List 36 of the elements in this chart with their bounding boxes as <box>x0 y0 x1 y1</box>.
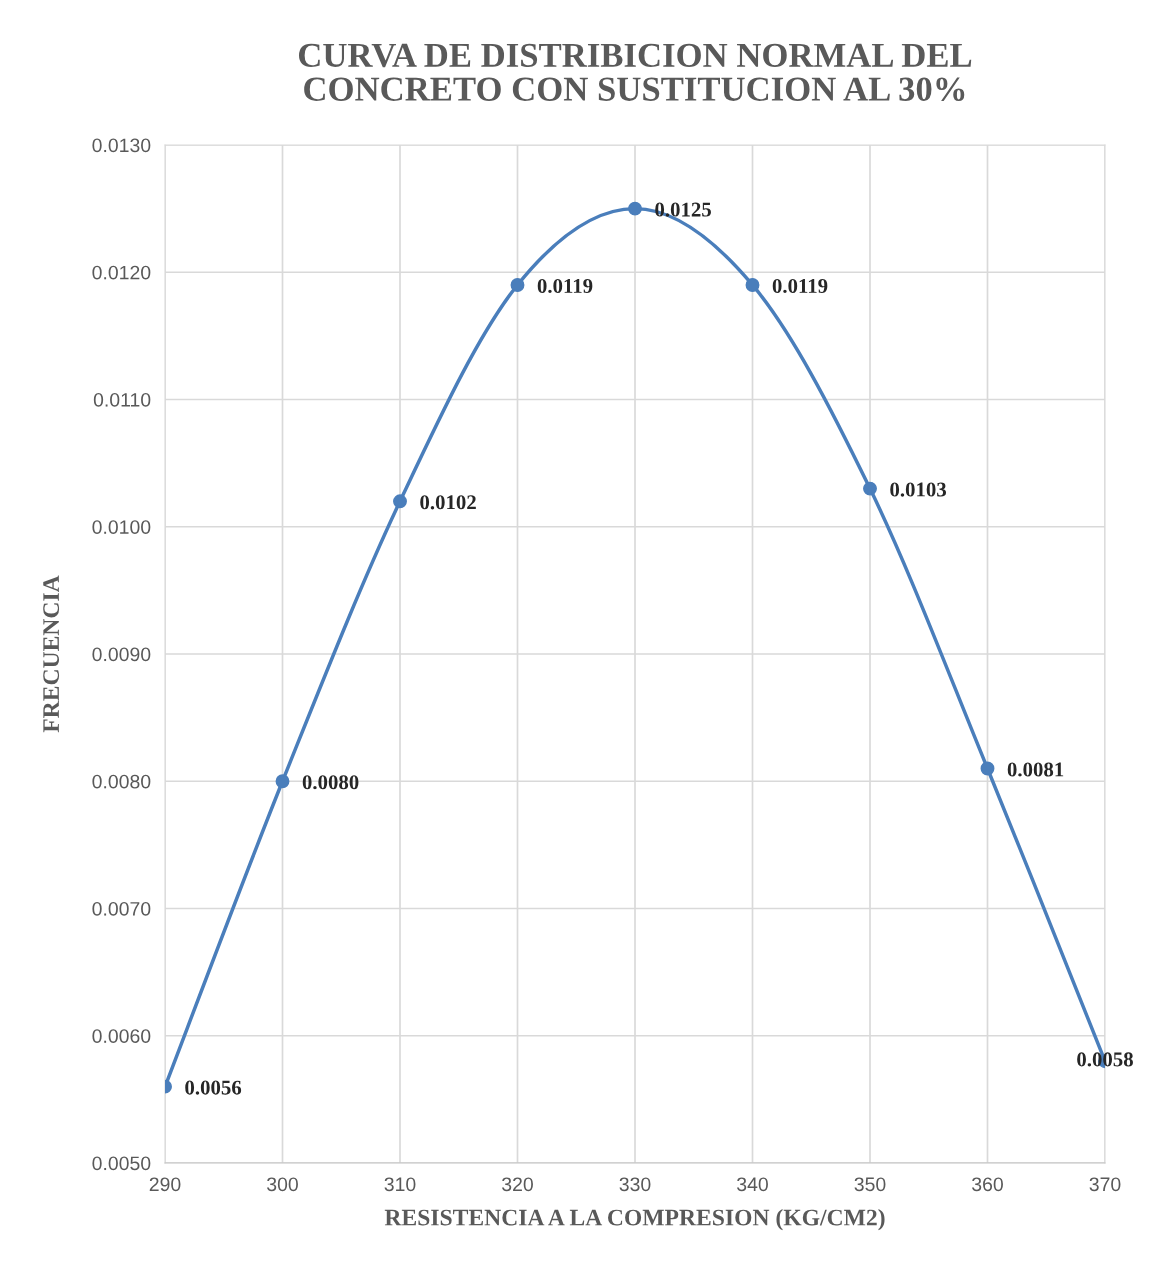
data-label: 0.0119 <box>537 278 593 294</box>
point <box>275 774 290 789</box>
x-tick-label: 370 <box>1089 1177 1121 1192</box>
y-axis-title: FRECUENCIA <box>43 575 60 733</box>
point <box>510 278 525 292</box>
x-tick-label: 300 <box>267 1177 298 1192</box>
x-tick-label: 350 <box>854 1177 886 1192</box>
data-label: 0.0125 <box>655 202 711 217</box>
x-tick-label: 310 <box>384 1177 416 1192</box>
point <box>628 201 642 216</box>
data-label: 0.0119 <box>772 278 828 294</box>
point <box>863 481 877 496</box>
data-label: 0.0081 <box>1007 762 1064 777</box>
x-tick-label: 320 <box>502 1177 533 1192</box>
data-label: 0.0103 <box>890 482 947 497</box>
y-tick-label: 0.0100 <box>92 520 151 534</box>
y-tick-label: 0.0090 <box>92 647 151 662</box>
chart-title: CURVA DE DISTRIBICION NORMAL DEL CONCRETO CON SUSTITUCION AL 30% <box>299 43 972 102</box>
y-tick-label: 0.0060 <box>92 1029 151 1043</box>
x-tick-label: 340 <box>737 1177 768 1192</box>
x-axis-title: RESISTENCIA A LA COMPRESION (KG/CM2) <box>384 1208 885 1231</box>
point <box>980 761 995 776</box>
x-tick-label: 360 <box>972 1177 1003 1192</box>
point <box>745 278 760 292</box>
y-tick-label: 0.0050 <box>92 1156 151 1171</box>
x-tick-label: 330 <box>619 1177 651 1192</box>
y-tick-label: 0.0110 <box>93 392 151 407</box>
data-label: 0.0056 <box>185 1080 242 1095</box>
data-label: 0.0080 <box>302 775 359 790</box>
y-tick-label: 0.0130 <box>92 138 151 153</box>
y-tick-label: 0.0120 <box>92 265 151 280</box>
y-tick-label: 0.0070 <box>92 901 151 916</box>
y-tick-label: 0.0080 <box>92 774 151 789</box>
point <box>393 494 407 509</box>
x-tick-label: 290 <box>149 1177 181 1192</box>
data-label: 0.0102 <box>420 495 476 510</box>
